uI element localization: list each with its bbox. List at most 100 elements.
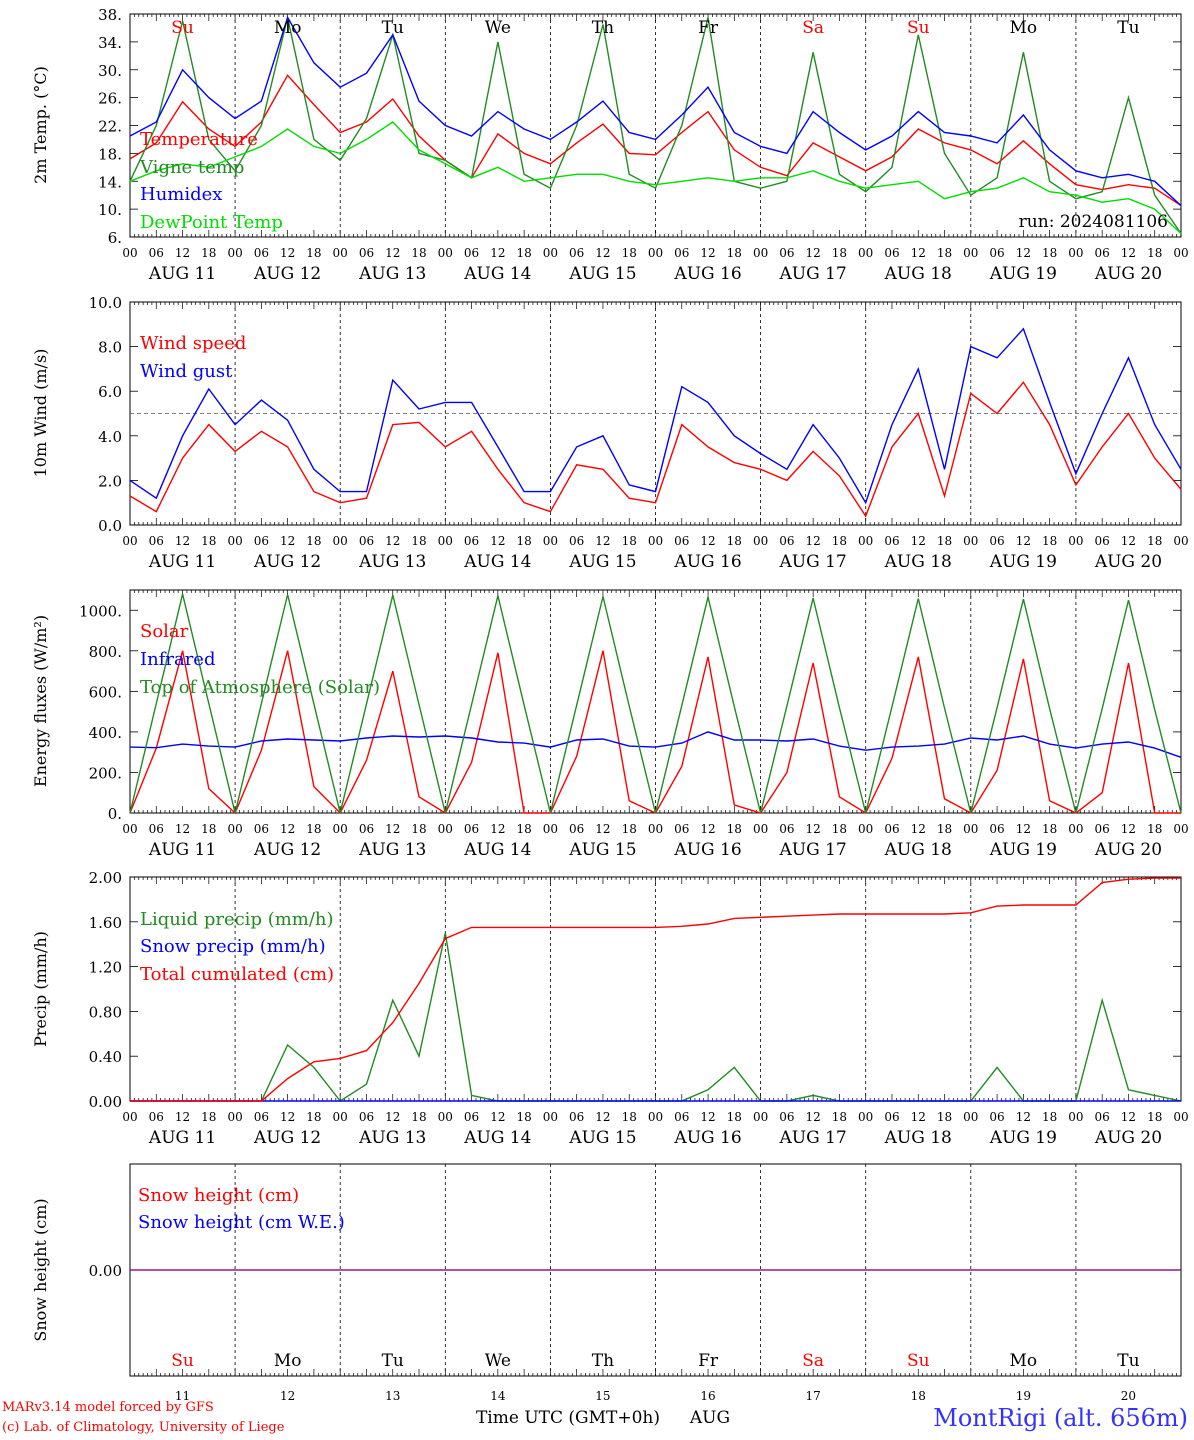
- y-tick-label: 18.: [98, 145, 122, 163]
- day-number: 15: [595, 1389, 610, 1403]
- legend-entry: Vigne temp: [139, 157, 244, 178]
- day-label: AUG 19: [989, 552, 1057, 572]
- hour-tick-label: 06: [149, 822, 164, 836]
- hour-tick-label: 06: [779, 534, 794, 548]
- hour-tick-label: 00: [858, 1110, 873, 1124]
- hour-tick-label: 12: [385, 822, 400, 836]
- y-tick-label: 4.0: [98, 428, 122, 446]
- y-tick-label: 10.: [98, 201, 122, 219]
- day-number: 14: [490, 1389, 506, 1403]
- hour-tick-label: 06: [359, 822, 374, 836]
- day-label: AUG 17: [779, 840, 847, 860]
- day-label: AUG 20: [1094, 552, 1162, 572]
- hour-tick-label: 12: [490, 534, 505, 548]
- series-line-2: [129, 593, 1182, 814]
- hour-tick-label: 00: [753, 534, 768, 548]
- day-label: AUG 18: [884, 840, 952, 860]
- hour-tick-label: 18: [306, 1110, 321, 1124]
- hour-tick-label: 06: [989, 246, 1004, 260]
- hour-tick-label: 06: [989, 1110, 1004, 1124]
- hour-tick-label: 00: [963, 534, 978, 548]
- hour-tick-label: 00: [438, 534, 453, 548]
- legend-entry: Wind gust: [140, 361, 233, 382]
- y-tick-label: 2.0: [98, 472, 122, 490]
- legend-entry: Humidex: [140, 184, 222, 205]
- hour-tick-label: 12: [911, 822, 926, 836]
- hour-tick-label: 12: [806, 822, 821, 836]
- hour-tick-label: 00: [1173, 822, 1188, 836]
- panel-frame: [129, 589, 1182, 814]
- series-line-1: [129, 17, 1182, 234]
- hour-tick-label: 00: [438, 246, 453, 260]
- y-tick-label: 34.: [98, 34, 122, 52]
- legend-entry: Solar: [140, 621, 189, 642]
- day-label: AUG 15: [568, 264, 636, 284]
- hour-tick-label: 18: [306, 822, 321, 836]
- hour-tick-label: 00: [648, 534, 663, 548]
- day-number: 16: [700, 1389, 715, 1403]
- day-label: AUG 16: [673, 264, 741, 284]
- y-tick-label: 1.20: [89, 959, 122, 977]
- hour-tick-label: 18: [201, 822, 216, 836]
- hour-tick-label: 00: [1173, 534, 1188, 548]
- day-label: AUG 20: [1094, 1128, 1162, 1148]
- hour-tick-label: 00: [122, 534, 137, 548]
- hour-tick-label: 00: [438, 1110, 453, 1124]
- hour-tick-label: 12: [175, 1110, 190, 1124]
- hour-tick-label: 18: [516, 1110, 531, 1124]
- day-label: AUG 11: [148, 552, 216, 572]
- hour-tick-label: 00: [438, 822, 453, 836]
- hour-tick-label: 06: [884, 822, 899, 836]
- hour-tick-label: 18: [306, 534, 321, 548]
- weekday-label-top: Tu: [382, 18, 404, 38]
- hour-tick-label: 12: [700, 534, 715, 548]
- hour-tick-label: 18: [411, 246, 426, 260]
- day-label: AUG 13: [358, 264, 426, 284]
- hour-tick-label: 18: [516, 534, 531, 548]
- hour-tick-label: 06: [779, 1110, 794, 1124]
- weekday-label-bottom: We: [485, 1351, 511, 1371]
- hour-tick-label: 18: [727, 534, 742, 548]
- weekday-label-top: Su: [907, 18, 930, 38]
- hour-tick-label: 18: [832, 246, 847, 260]
- day-number: 20: [1121, 1389, 1136, 1403]
- weekday-label-bottom: Tu: [382, 1351, 404, 1371]
- y-tick-label: 10.0: [89, 294, 122, 312]
- hour-tick-label: 00: [753, 246, 768, 260]
- weekday-label-bottom: Tu: [1117, 1351, 1139, 1371]
- hour-tick-label: 12: [490, 822, 505, 836]
- hour-tick-label: 18: [832, 534, 847, 548]
- day-label: AUG 16: [673, 840, 741, 860]
- hour-tick-label: 18: [306, 246, 321, 260]
- hour-tick-label: 06: [254, 246, 269, 260]
- y-axis-label: 2m Temp. (°C): [31, 66, 50, 184]
- day-label: AUG 12: [253, 264, 321, 284]
- hour-tick-label: 18: [411, 534, 426, 548]
- y-tick-label: 400.: [89, 724, 122, 742]
- hour-tick-label: 00: [227, 1110, 242, 1124]
- hour-tick-label: 12: [175, 822, 190, 836]
- hour-tick-label: 00: [333, 1110, 348, 1124]
- hour-tick-label: 00: [543, 822, 558, 836]
- hour-tick-label: 00: [227, 534, 242, 548]
- hour-tick-label: 00: [963, 1110, 978, 1124]
- hour-tick-label: 06: [884, 534, 899, 548]
- hour-tick-label: 18: [727, 822, 742, 836]
- day-label: AUG 14: [463, 552, 531, 572]
- hour-tick-label: 12: [280, 246, 295, 260]
- legend-entry: Infrared: [140, 649, 215, 670]
- hour-tick-label: 06: [779, 822, 794, 836]
- y-axis-label: Snow height (cm): [31, 1198, 50, 1341]
- day-number: 12: [280, 1389, 295, 1403]
- hour-tick-label: 12: [595, 246, 610, 260]
- hour-tick-label: 12: [911, 1110, 926, 1124]
- run-annotation: run: 2024081106: [1019, 212, 1168, 232]
- hour-tick-label: 00: [753, 1110, 768, 1124]
- hour-tick-label: 00: [227, 246, 242, 260]
- day-label: AUG 17: [779, 1128, 847, 1148]
- hour-tick-label: 00: [753, 822, 768, 836]
- day-label: AUG 16: [673, 552, 741, 572]
- day-number: 11: [175, 1389, 190, 1403]
- y-tick-label: 30.: [98, 62, 122, 80]
- day-label: AUG 11: [148, 264, 216, 284]
